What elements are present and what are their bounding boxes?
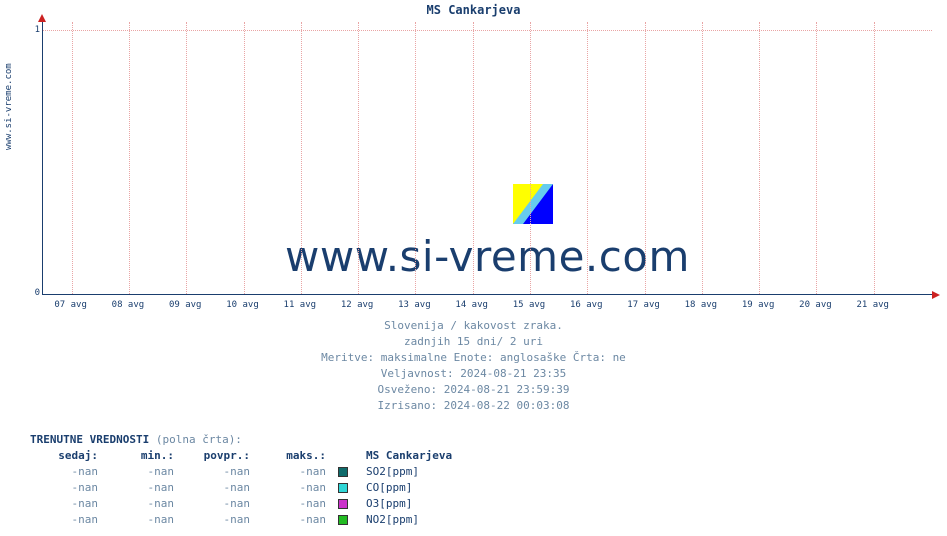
watermark-text: www.si-vreme.com (43, 232, 932, 281)
x-tick-label: 19 avg (742, 300, 775, 310)
chart-title: MS Cankarjeva (0, 3, 947, 17)
table-value-cell: -nan (30, 480, 106, 496)
table-swatch-cell (334, 512, 362, 528)
x-tick-label: 11 avg (284, 300, 317, 310)
meta-box: Slovenija / kakovost zraka. zadnjih 15 d… (0, 318, 947, 414)
table-title: TRENUTNE VREDNOSTI (polna črta): (30, 432, 460, 448)
table-header-cell: maks.: (258, 448, 334, 464)
table-value-cell: -nan (30, 512, 106, 528)
meta-line: Meritve: maksimalne Enote: anglosaške Čr… (0, 350, 947, 366)
gridline-v (72, 22, 73, 294)
table-row: -nan-nan-nan-nanCO[ppm] (30, 480, 460, 496)
gridline-v (874, 22, 875, 294)
table-value-cell: -nan (258, 496, 334, 512)
table-header-cell: min.: (106, 448, 182, 464)
table-value-cell: -nan (182, 496, 258, 512)
gridline-v (816, 22, 817, 294)
table-label-cell: SO2[ppm] (362, 464, 460, 480)
x-tick-label: 09 avg (169, 300, 202, 310)
table-header-cell: povpr.: (182, 448, 258, 464)
x-tick-label: 07 avg (54, 300, 87, 310)
table-swatch-cell (334, 480, 362, 496)
table-title-main: TRENUTNE VREDNOSTI (30, 433, 149, 446)
series-swatch (338, 467, 348, 477)
meta-line: Slovenija / kakovost zraka. (0, 318, 947, 334)
table-value-cell: -nan (30, 496, 106, 512)
x-tick-label: 14 avg (455, 300, 488, 310)
gridline-v (702, 22, 703, 294)
gridline-v (301, 22, 302, 294)
table-value-cell: -nan (30, 464, 106, 480)
x-tick-label: 18 avg (685, 300, 718, 310)
x-tick-label: 10 avg (226, 300, 259, 310)
meta-line: Izrisano: 2024-08-22 00:03:08 (0, 398, 947, 414)
table-header-cell (334, 448, 362, 464)
gridline-v (530, 22, 531, 294)
gridline-v (473, 22, 474, 294)
gridline-v (645, 22, 646, 294)
table-station-header: MS Cankarjeva (362, 448, 460, 464)
chart-root: www.si-vreme.com MS Cankarjeva www.si-vr… (0, 0, 947, 536)
table-value-cell: -nan (258, 512, 334, 528)
gridline-v (415, 22, 416, 294)
watermark-logo (513, 184, 553, 224)
x-tick-label: 08 avg (112, 300, 145, 310)
x-tick-label: 20 avg (799, 300, 832, 310)
table-value-cell: -nan (182, 512, 258, 528)
table-value-cell: -nan (106, 464, 182, 480)
values-table: TRENUTNE VREDNOSTI (polna črta): sedaj:m… (30, 432, 460, 528)
x-tick-label: 16 avg (570, 300, 603, 310)
gridline-v (244, 22, 245, 294)
x-tick-label: 15 avg (513, 300, 546, 310)
gridline-v (587, 22, 588, 294)
meta-line: Veljavnost: 2024-08-21 23:35 (0, 366, 947, 382)
table-row: -nan-nan-nan-nanSO2[ppm] (30, 464, 460, 480)
table-label-cell: O3[ppm] (362, 496, 460, 512)
y-axis-arrow (38, 14, 46, 22)
gridline-v (358, 22, 359, 294)
table-label-cell: NO2[ppm] (362, 512, 460, 528)
x-tick-label: 17 avg (627, 300, 660, 310)
y-tick-label: 1 (26, 25, 40, 35)
gridline-v (129, 22, 130, 294)
table-value-cell: -nan (182, 464, 258, 480)
x-tick-label: 12 avg (341, 300, 374, 310)
series-swatch (338, 483, 348, 493)
series-swatch (338, 499, 348, 509)
table-swatch-cell (334, 464, 362, 480)
x-axis-arrow (932, 291, 940, 299)
table-row: -nan-nan-nan-nanO3[ppm] (30, 496, 460, 512)
meta-line: zadnjih 15 dni/ 2 uri (0, 334, 947, 350)
plot-area: www.si-vreme.com (42, 22, 932, 295)
table-value-cell: -nan (182, 480, 258, 496)
table-label-cell: CO[ppm] (362, 480, 460, 496)
gridline-h (43, 30, 932, 31)
table-value-cell: -nan (258, 480, 334, 496)
table-header-cell: sedaj: (30, 448, 106, 464)
table-row: -nan-nan-nan-nanNO2[ppm] (30, 512, 460, 528)
table-value-cell: -nan (106, 496, 182, 512)
gridline-v (759, 22, 760, 294)
table-title-sub: (polna črta): (149, 433, 242, 446)
table-value-cell: -nan (258, 464, 334, 480)
meta-line: Osveženo: 2024-08-21 23:59:39 (0, 382, 947, 398)
series-swatch (338, 515, 348, 525)
x-tick-label: 13 avg (398, 300, 431, 310)
gridline-v (186, 22, 187, 294)
y-tick-label: 0 (26, 288, 40, 298)
table-value-cell: -nan (106, 480, 182, 496)
table-swatch-cell (334, 496, 362, 512)
table-value-cell: -nan (106, 512, 182, 528)
x-tick-label: 21 avg (856, 300, 889, 310)
